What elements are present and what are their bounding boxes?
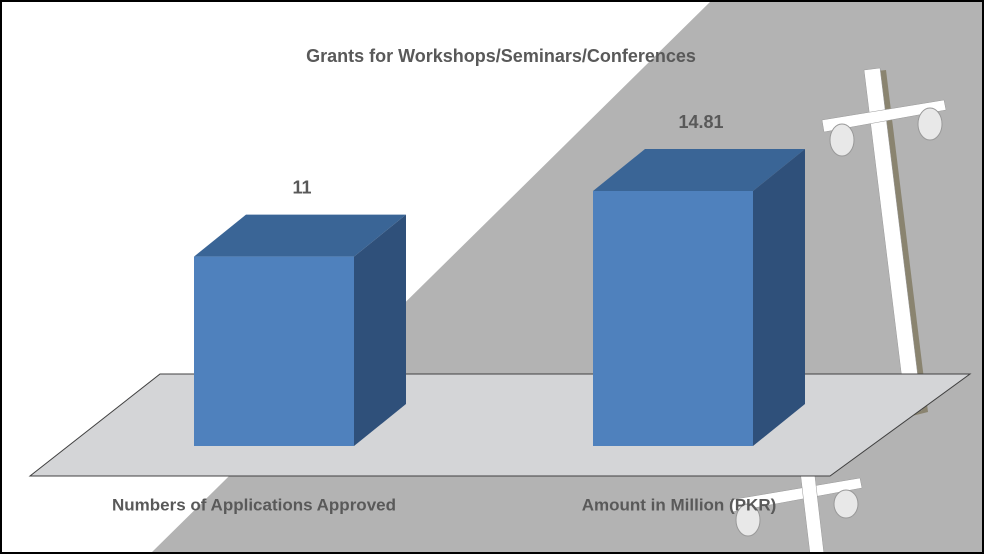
page: Grants for Workshops/Seminars/Conference… [0, 0, 984, 554]
bar [194, 257, 354, 446]
chart: Grants for Workshops/Seminars/Conference… [0, 0, 984, 554]
x-tick-label: Amount in Million (PKR) [582, 495, 777, 514]
x-tick-label: Numbers of Applications Approved [112, 495, 396, 514]
data-label: 14.81 [678, 112, 723, 132]
floor [30, 374, 970, 476]
bar [593, 191, 753, 446]
data-label: 11 [292, 177, 311, 197]
chart-title: Grants for Workshops/Seminars/Conference… [306, 46, 696, 66]
bar-side [753, 149, 805, 446]
